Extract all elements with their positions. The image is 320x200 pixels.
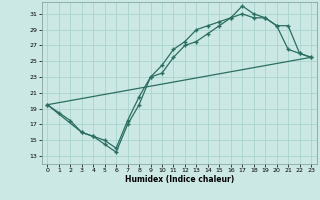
X-axis label: Humidex (Indice chaleur): Humidex (Indice chaleur) [124,175,234,184]
